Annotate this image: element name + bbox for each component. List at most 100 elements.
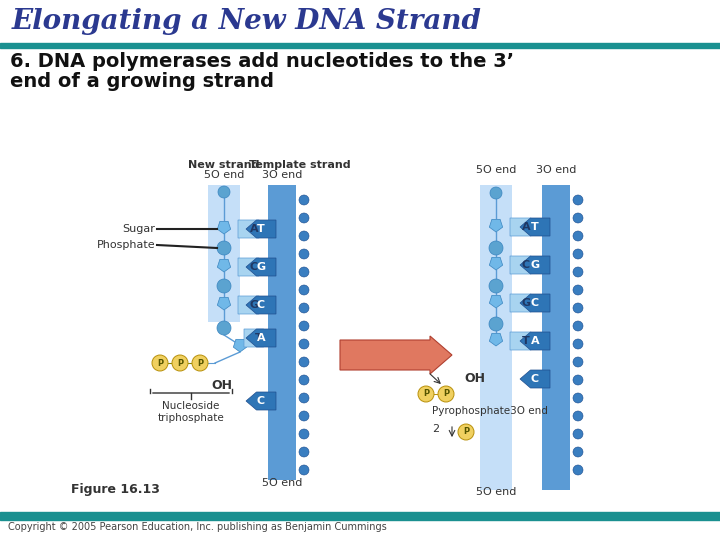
Polygon shape (217, 298, 230, 310)
Circle shape (299, 375, 309, 385)
Text: P: P (463, 428, 469, 436)
Circle shape (299, 213, 309, 223)
Polygon shape (238, 296, 270, 314)
Polygon shape (510, 332, 542, 350)
FancyArrow shape (340, 336, 452, 374)
Text: New strand: New strand (188, 160, 260, 170)
Text: Pyrophosphate3O end: Pyrophosphate3O end (432, 406, 548, 416)
Text: C: C (522, 260, 530, 270)
Text: P: P (177, 359, 183, 368)
Circle shape (489, 317, 503, 331)
Polygon shape (490, 333, 503, 346)
Circle shape (573, 195, 583, 205)
Circle shape (299, 465, 309, 475)
Text: P: P (423, 389, 429, 399)
Circle shape (299, 393, 309, 403)
Text: Sugar: Sugar (122, 224, 155, 234)
Polygon shape (246, 329, 276, 347)
Text: 5O end: 5O end (204, 170, 244, 180)
Circle shape (299, 303, 309, 313)
Circle shape (573, 285, 583, 295)
Circle shape (573, 447, 583, 457)
Polygon shape (520, 218, 550, 236)
Text: 6. DNA polymerases add nucleotides to the 3’: 6. DNA polymerases add nucleotides to th… (10, 52, 514, 71)
Text: OH: OH (464, 372, 485, 384)
Polygon shape (490, 219, 503, 232)
Polygon shape (217, 259, 230, 272)
Polygon shape (520, 332, 550, 350)
Polygon shape (246, 220, 276, 238)
Bar (542, 185, 570, 490)
Circle shape (299, 249, 309, 259)
Circle shape (192, 355, 208, 371)
Text: 5O end: 5O end (476, 487, 516, 497)
Text: T: T (531, 222, 539, 232)
Circle shape (573, 465, 583, 475)
Circle shape (438, 386, 454, 402)
Polygon shape (238, 220, 270, 238)
Text: OH: OH (212, 379, 233, 392)
Bar (208, 185, 240, 322)
Circle shape (573, 303, 583, 313)
Circle shape (299, 321, 309, 331)
Text: T: T (257, 224, 265, 234)
Text: A: A (531, 336, 539, 346)
Text: P: P (157, 359, 163, 368)
Text: P: P (443, 389, 449, 399)
Text: G: G (256, 262, 266, 272)
Circle shape (299, 231, 309, 241)
Text: Base: Base (244, 222, 271, 232)
Polygon shape (246, 392, 276, 410)
Text: 5O end: 5O end (262, 478, 302, 488)
Text: Phosphate: Phosphate (96, 240, 155, 250)
Polygon shape (510, 294, 542, 312)
Text: 3O end: 3O end (262, 170, 302, 180)
Circle shape (218, 186, 230, 198)
Circle shape (489, 241, 503, 255)
Bar (0, 512, 720, 520)
Polygon shape (244, 329, 274, 347)
Text: T: T (522, 336, 530, 346)
Circle shape (573, 321, 583, 331)
Polygon shape (246, 258, 276, 276)
Polygon shape (490, 258, 503, 270)
Text: Copyright © 2005 Pearson Education, Inc. publishing as Benjamin Cummings: Copyright © 2005 Pearson Education, Inc.… (8, 522, 387, 532)
Polygon shape (233, 339, 247, 352)
Polygon shape (510, 256, 542, 274)
Text: C: C (250, 262, 258, 272)
Circle shape (299, 357, 309, 367)
Polygon shape (217, 221, 230, 234)
Polygon shape (520, 294, 550, 312)
Circle shape (573, 411, 583, 421)
Text: G: G (249, 300, 258, 310)
Circle shape (573, 249, 583, 259)
Polygon shape (520, 370, 550, 388)
Circle shape (573, 429, 583, 439)
Text: A: A (257, 333, 265, 343)
Text: C: C (257, 396, 265, 406)
Circle shape (573, 213, 583, 223)
Circle shape (299, 447, 309, 457)
Text: 2: 2 (432, 424, 439, 434)
Circle shape (573, 339, 583, 349)
Circle shape (573, 393, 583, 403)
Circle shape (217, 279, 231, 293)
Circle shape (489, 279, 503, 293)
Text: Template strand: Template strand (249, 160, 351, 170)
Circle shape (172, 355, 188, 371)
Text: C: C (257, 300, 265, 310)
Circle shape (573, 375, 583, 385)
Text: Figure 16.13: Figure 16.13 (71, 483, 159, 496)
Text: 5O end: 5O end (476, 165, 516, 175)
Circle shape (299, 429, 309, 439)
Circle shape (573, 267, 583, 277)
Circle shape (573, 231, 583, 241)
Text: Nucleoside
triphosphate: Nucleoside triphosphate (158, 401, 225, 423)
Circle shape (299, 411, 309, 421)
Text: G: G (531, 260, 539, 270)
Circle shape (299, 285, 309, 295)
Text: Elongating a New DNA Strand: Elongating a New DNA Strand (12, 8, 482, 35)
Polygon shape (238, 258, 270, 276)
Bar (480, 185, 512, 490)
Text: A: A (522, 222, 531, 232)
